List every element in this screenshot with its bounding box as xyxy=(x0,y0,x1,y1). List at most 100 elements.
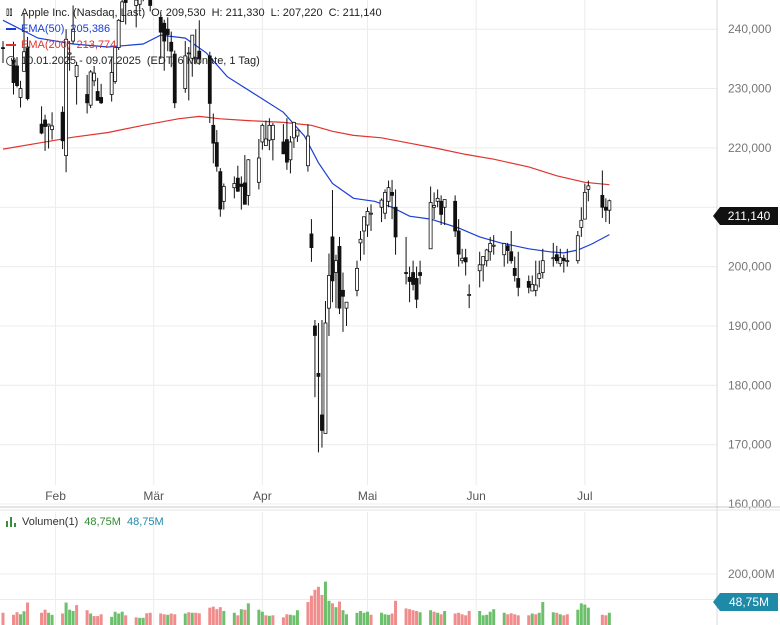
volume-bar xyxy=(320,594,324,625)
candle-body xyxy=(379,199,384,208)
volume-bar xyxy=(1,612,5,625)
candle-body xyxy=(197,50,202,60)
volume-bar xyxy=(390,613,394,625)
candle-body xyxy=(516,278,521,288)
volume-bar xyxy=(162,614,166,625)
candle-body xyxy=(463,257,468,263)
open-value: O: 209,530 xyxy=(151,7,206,19)
volume-bar xyxy=(418,612,422,625)
volume-bar xyxy=(387,614,391,625)
volume-bar xyxy=(478,610,482,625)
candle-body xyxy=(491,244,496,247)
volume-bar xyxy=(40,612,44,625)
candle-body xyxy=(313,325,317,336)
volume-tick-label: 200,00M xyxy=(728,567,775,581)
candle-body xyxy=(288,141,293,161)
candle-body xyxy=(383,192,387,214)
volume-bar xyxy=(138,617,142,625)
ema200-line xyxy=(2,115,610,186)
volume-bar xyxy=(464,615,468,625)
candle-body xyxy=(267,124,272,141)
candle-body xyxy=(362,216,366,232)
candle-body xyxy=(467,294,472,296)
volume-bar xyxy=(218,607,222,625)
candle-body xyxy=(165,28,170,35)
candle-body xyxy=(309,233,314,249)
ema200-label: EMA(200) xyxy=(21,39,71,51)
candle-body xyxy=(404,272,408,274)
candle-body xyxy=(582,192,587,220)
volume-bar xyxy=(197,613,201,625)
candle-body xyxy=(460,257,465,262)
volume-bar xyxy=(232,612,236,625)
volume-bar xyxy=(99,614,103,625)
close-value: C: 211,140 xyxy=(328,7,382,19)
candle-body xyxy=(327,275,331,309)
candle-body xyxy=(334,260,338,273)
candle-body xyxy=(554,254,559,262)
volume-bar xyxy=(330,603,334,625)
volume-bar xyxy=(257,609,261,625)
candle-body xyxy=(25,46,30,100)
volume-bar xyxy=(309,595,313,625)
volume-bar xyxy=(267,615,271,625)
candle-body xyxy=(530,284,535,292)
time-tick-label: Mai xyxy=(358,489,377,503)
price-pane xyxy=(0,0,780,508)
volume-bar xyxy=(534,614,538,625)
volume-bar xyxy=(292,615,296,625)
instrument-name: Apple Inc. (Nasdaq, Last) xyxy=(21,7,146,19)
volume-bar xyxy=(327,600,331,625)
volume-bar xyxy=(467,610,471,625)
candle-body xyxy=(561,257,566,262)
volume-bar xyxy=(583,604,587,625)
chart-legend: ⫾⫾ Apple Inc. (Nasdaq, Last) O: 209,530 … xyxy=(6,5,382,69)
high-value: H: 211,330 xyxy=(211,7,265,19)
low-value: L: 207,220 xyxy=(270,7,323,19)
candle-body xyxy=(488,243,493,253)
ema200-value: 213,774 xyxy=(76,39,117,51)
candle-body xyxy=(477,264,482,272)
candle-body xyxy=(453,200,458,232)
candle-body xyxy=(320,414,324,431)
candle-body xyxy=(407,276,412,282)
volume-bar xyxy=(369,614,373,625)
volume-bar xyxy=(488,611,492,625)
volume-bar xyxy=(260,611,264,625)
volume-bar xyxy=(457,612,461,625)
volume-bar xyxy=(183,613,187,625)
ema50-row[interactable]: EMA(50) 205,386 xyxy=(6,21,382,37)
candle-body xyxy=(46,123,51,127)
period-info: (EDT, 6 Monate, 1 Tag) xyxy=(146,55,260,67)
candle-body xyxy=(169,41,174,52)
volume-bar xyxy=(586,607,590,625)
candle-body xyxy=(232,183,237,189)
candle-body xyxy=(533,284,538,291)
volume-bar xyxy=(429,610,433,625)
price-tick-label: 190,000 xyxy=(728,319,772,333)
candle-body xyxy=(540,260,545,273)
volume-pane xyxy=(0,508,780,625)
volume-bar xyxy=(541,602,545,625)
volume-bar xyxy=(506,614,510,625)
volume-bar xyxy=(380,612,384,625)
candle-body xyxy=(411,272,415,285)
candle-body xyxy=(186,52,191,55)
volume-bar xyxy=(271,615,275,625)
volume-bar xyxy=(285,614,289,625)
volume-bar xyxy=(530,613,534,625)
volume-bar xyxy=(236,615,240,625)
ohlc-row: ⫾⫾ Apple Inc. (Nasdaq, Last) O: 209,530 … xyxy=(6,5,382,21)
candle-body xyxy=(22,51,26,72)
volume-bar xyxy=(604,615,608,625)
volume-bar xyxy=(12,614,16,625)
candle-body xyxy=(558,257,563,265)
volume-bar xyxy=(208,607,212,625)
period-range: 10.01.2025 - 09.07.2025 xyxy=(21,55,141,67)
candle-body xyxy=(285,139,289,163)
ema200-row[interactable]: EMA(200) 213,774 xyxy=(6,37,382,53)
volume-bar xyxy=(359,610,363,625)
volume-bar xyxy=(89,613,93,625)
time-tick-label: Apr xyxy=(253,489,272,503)
